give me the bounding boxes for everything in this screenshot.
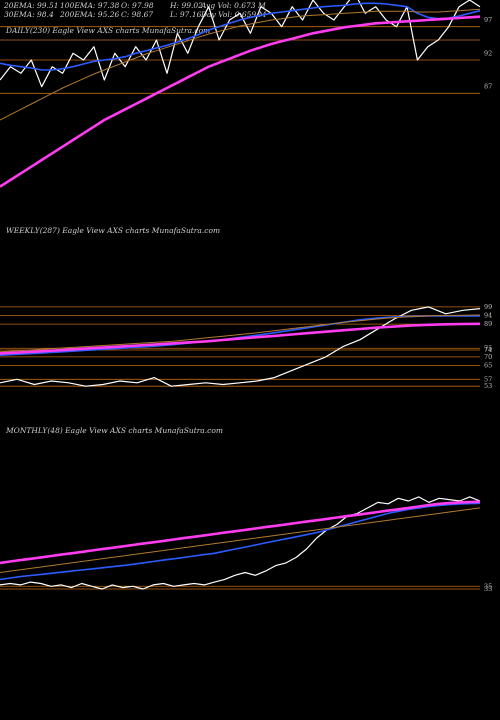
daily-panel-title: DAILY(230) Eagle View AXS charts MunafaS…: [6, 26, 211, 35]
daily-ema-short-line: [0, 2, 481, 71]
stat-ema20: 20EMA: 99.51: [4, 1, 59, 10]
monthly-ema-mid-line: [0, 507, 481, 573]
daily-y-tick-label: 97: [484, 16, 492, 24]
stat-day-vol: Day Vol: 0.659 M: [201, 10, 267, 19]
monthly-y-tick-label: 35: [484, 582, 492, 590]
stat-low: L: 97.16: [170, 10, 202, 19]
weekly-y-tick-label: 57: [484, 375, 492, 383]
stat-high: H: 99.02: [170, 1, 203, 10]
weekly-ema-mid-line: [0, 314, 481, 353]
weekly-ema-long-line: [0, 322, 481, 355]
stat-ema100: 100EMA: 97.38: [60, 1, 120, 10]
daily-ema-mid-line: [0, 8, 481, 121]
stat-ema200: 200EMA: 95.26: [60, 10, 120, 19]
stat-avg-vol: Avg Vol: 0.673 M: [201, 1, 266, 10]
monthly-price-line: [0, 496, 481, 590]
stat-close: C: 98.67: [121, 10, 154, 19]
daily-y-tick-label: 92: [484, 49, 492, 57]
stat-ema30: 30EMA: 98.4: [4, 10, 54, 19]
monthly-panel-title: MONTHLY(48) Eagle View AXS charts Munafa…: [6, 426, 223, 435]
daily-ema-long-line: [0, 15, 481, 188]
weekly-y-tick-label: 53: [484, 382, 492, 390]
weekly-y-tick-label: 65: [484, 362, 492, 370]
monthly-y-tick-label: 33: [484, 585, 492, 593]
weekly-y-tick-label: 89: [484, 320, 492, 328]
daily-price-line: [0, 0, 481, 88]
weekly-y-tick-label: 74: [484, 346, 492, 354]
weekly-y-tick-label: 94: [484, 312, 492, 320]
monthly-ema-short-line: [0, 502, 481, 581]
stat-open: O: 97.98: [121, 1, 154, 10]
daily-y-tick-label: 87: [484, 83, 492, 91]
stats-header: 20EMA: 99.51 100EMA: 97.38 O: 97.98 H: 9…: [4, 0, 304, 22]
weekly-y-tick-label: 99: [484, 303, 492, 311]
weekly-y-tick-label: 75: [484, 344, 492, 352]
monthly-ema-long-line: [0, 500, 481, 565]
weekly-price-line: [0, 306, 481, 387]
weekly-panel-title: WEEKLY(287) Eagle View AXS charts Munafa…: [6, 226, 221, 235]
weekly-y-tick-label: 70: [484, 353, 492, 361]
